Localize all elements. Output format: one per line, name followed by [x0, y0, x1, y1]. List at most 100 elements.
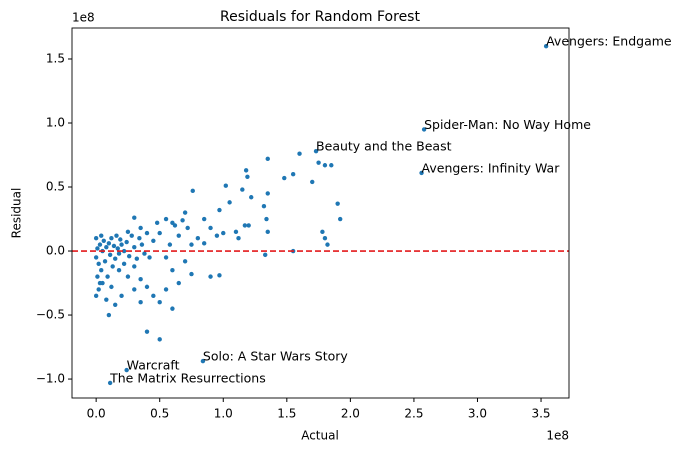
y-tick-label: −0.5 — [36, 308, 65, 322]
point — [138, 300, 143, 305]
y-tick-label: 0.0 — [46, 244, 65, 258]
point — [157, 300, 162, 305]
point — [170, 268, 175, 273]
point — [116, 251, 122, 256]
point — [189, 271, 194, 277]
y-tick-label: 1.5 — [46, 51, 65, 65]
point — [93, 236, 99, 241]
x-tick-label: 1.0 — [214, 407, 233, 421]
point — [106, 312, 112, 318]
point — [201, 241, 207, 246]
point — [144, 329, 150, 334]
y-offset-label: 1e8 — [72, 11, 95, 25]
point — [217, 207, 222, 213]
point — [139, 242, 145, 247]
point — [208, 274, 213, 279]
point — [246, 223, 251, 228]
point — [115, 246, 120, 251]
annotation: Spider-Man: No Way Home — [424, 117, 591, 132]
point — [107, 380, 113, 386]
point — [290, 172, 296, 177]
point — [236, 236, 241, 241]
point — [138, 276, 143, 282]
point — [421, 127, 427, 132]
point — [322, 236, 328, 241]
point — [325, 242, 330, 247]
point — [118, 237, 123, 242]
y-tick-label: −1.0 — [36, 372, 65, 386]
point — [214, 233, 220, 238]
point — [104, 297, 109, 302]
point — [310, 179, 315, 185]
point — [101, 238, 106, 243]
point — [316, 160, 321, 165]
point — [163, 255, 169, 260]
point — [157, 230, 162, 236]
point — [109, 236, 114, 241]
point — [124, 239, 129, 245]
point — [264, 216, 269, 222]
point — [144, 230, 150, 236]
point — [102, 259, 108, 264]
point — [132, 264, 137, 269]
point — [163, 287, 169, 292]
point — [134, 256, 140, 261]
point — [242, 223, 248, 228]
point — [265, 156, 270, 162]
point — [99, 268, 104, 273]
point — [176, 280, 181, 286]
y-tick-label: 0.5 — [46, 180, 65, 194]
point — [126, 253, 132, 259]
point — [182, 259, 188, 264]
annotation: Warcraft — [127, 358, 180, 373]
point — [240, 187, 245, 192]
point — [104, 244, 109, 250]
point — [132, 244, 137, 250]
y-tick-label: 1.0 — [46, 115, 65, 129]
point — [138, 225, 143, 231]
point — [329, 163, 334, 168]
point — [163, 216, 169, 222]
point — [125, 274, 131, 279]
point — [167, 242, 173, 247]
point — [223, 183, 229, 188]
x-tick-label: 0.5 — [150, 407, 169, 421]
point — [109, 284, 114, 290]
point — [195, 236, 201, 241]
point — [172, 223, 178, 228]
point — [182, 210, 188, 215]
point — [265, 229, 270, 235]
point — [320, 229, 325, 235]
point — [261, 204, 267, 209]
point — [121, 261, 127, 267]
point — [221, 230, 226, 236]
point — [335, 201, 340, 206]
point — [119, 293, 124, 299]
x-offset-label: 1e8 — [546, 429, 569, 443]
point — [124, 367, 129, 373]
point — [113, 256, 118, 261]
y-axis-label: Residual — [10, 188, 24, 239]
point — [151, 293, 156, 299]
point — [217, 273, 222, 278]
x-tick-label: 3.0 — [468, 407, 487, 421]
point — [105, 274, 110, 279]
point — [99, 233, 104, 238]
point — [107, 252, 113, 258]
annotation: Solo: A Star Wars Story — [203, 349, 348, 364]
point — [113, 302, 118, 307]
annotation: Avengers: Endgame — [546, 34, 672, 49]
point — [97, 242, 103, 247]
x-tick-label: 2.0 — [341, 407, 360, 421]
annotation: Avengers: Infinity War — [422, 160, 561, 175]
point — [180, 218, 185, 223]
point — [249, 195, 254, 200]
point — [119, 242, 124, 247]
point — [132, 287, 137, 292]
point — [137, 236, 142, 241]
point — [151, 238, 156, 243]
x-tick-label: 1.5 — [277, 407, 296, 421]
chart-title: Residuals for Random Forest — [220, 9, 420, 25]
point — [96, 287, 101, 292]
point — [233, 229, 239, 235]
